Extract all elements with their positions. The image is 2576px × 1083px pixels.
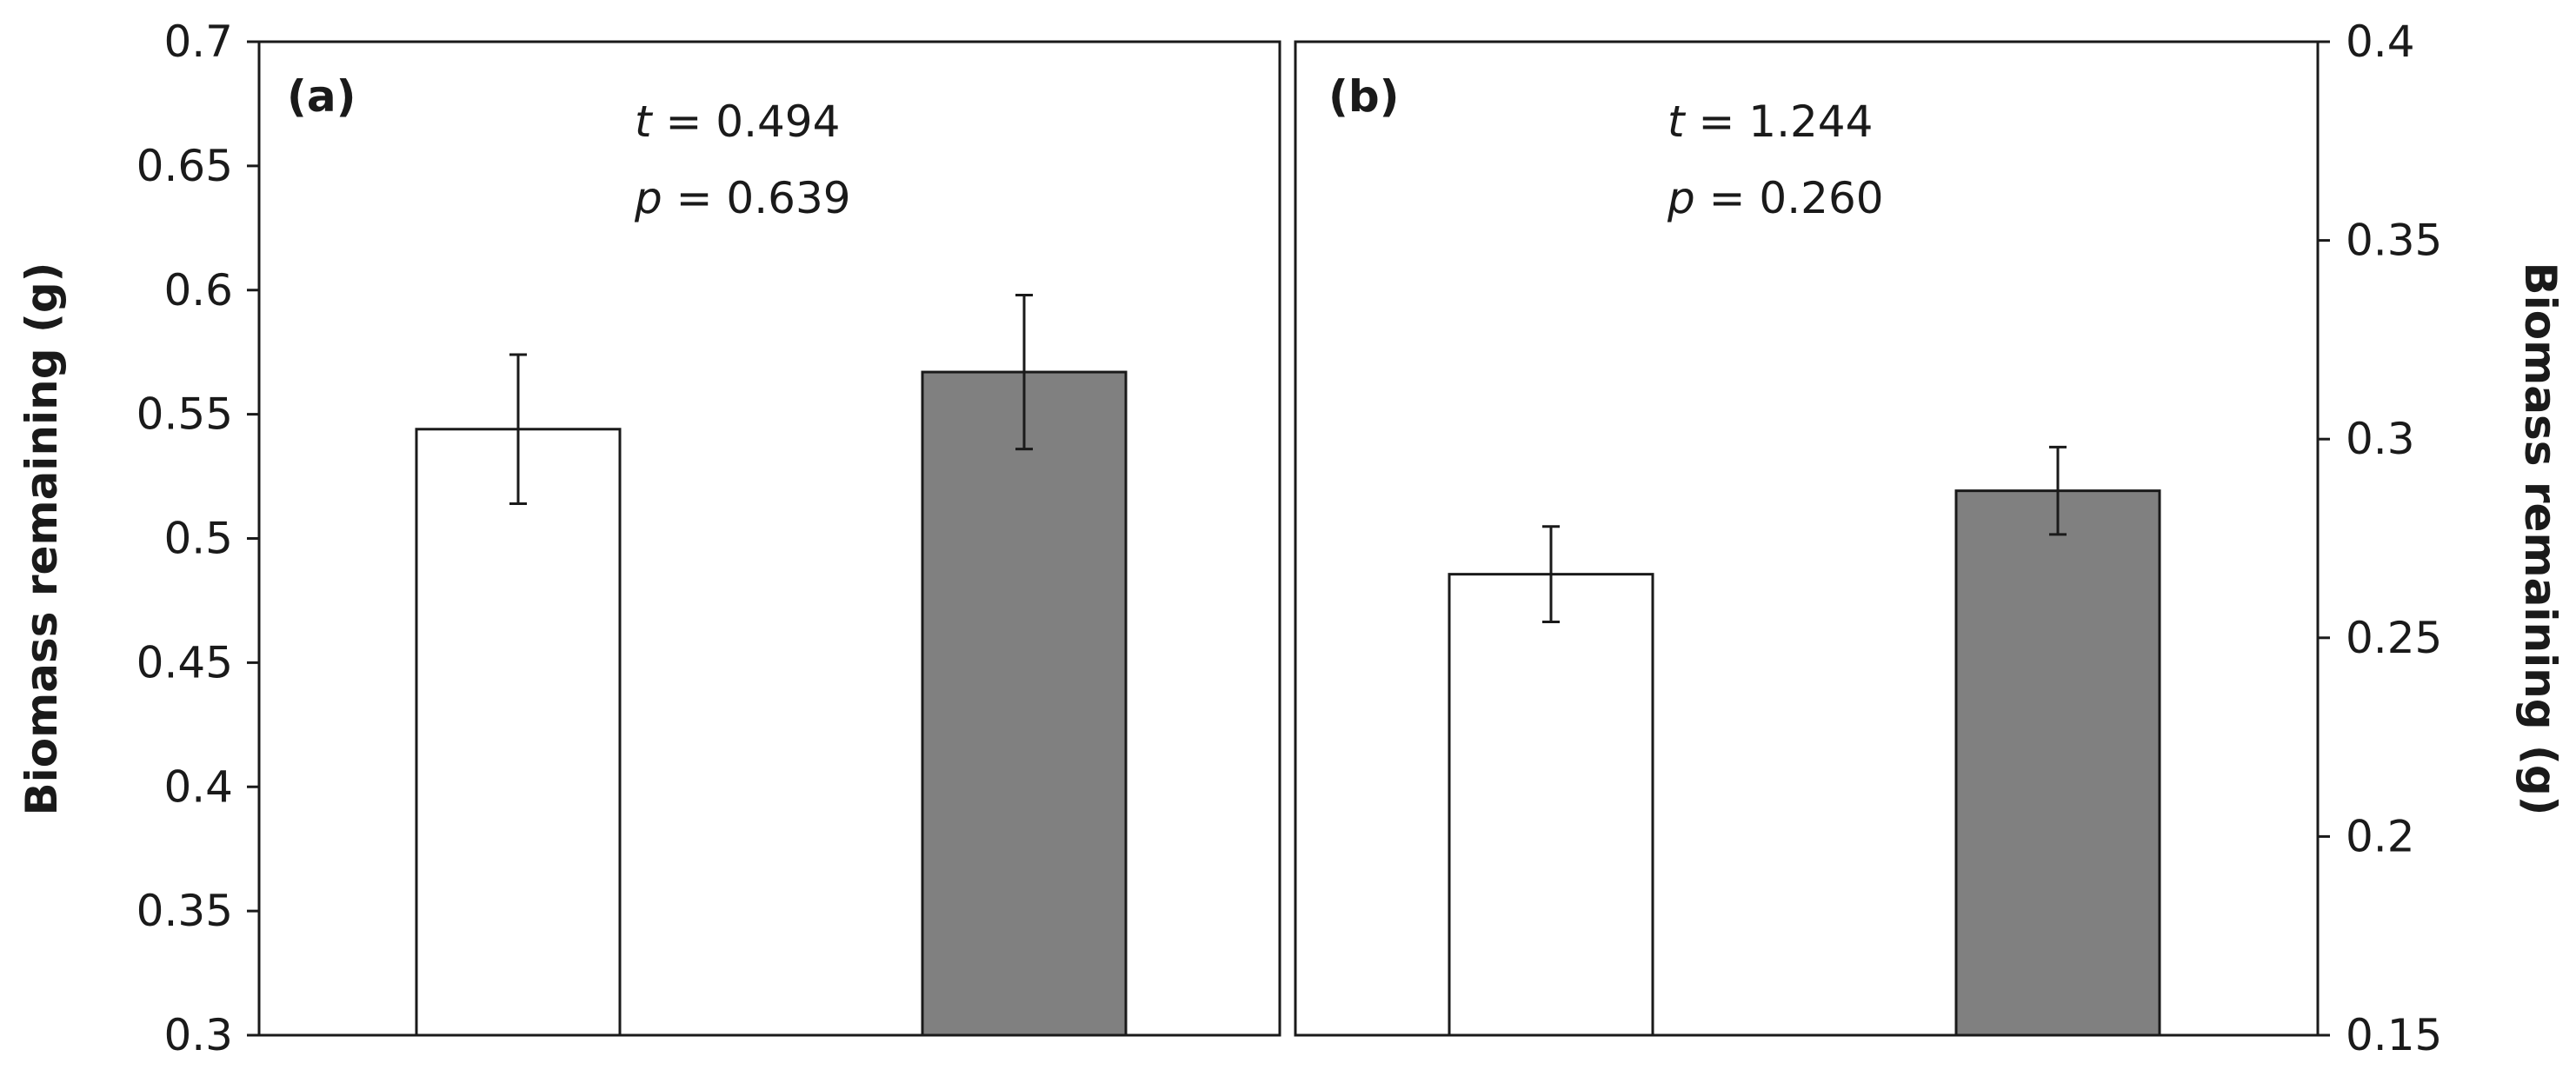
panel-a-y-tick-label: 0.55 [136, 389, 233, 440]
panel-a-y-tick-label: 0.5 [163, 514, 233, 564]
panel-b-y-tick-label: 0.4 [2346, 17, 2415, 67]
panel-b: 0.15 0.2 0.25 0.3 0.35 0.4 (b) t = 1.244 p = … [1294, 17, 2566, 1060]
panel-a-error-bars [509, 293, 1033, 505]
panel-a-y-tick-label: 0.45 [136, 637, 233, 688]
panel-a-y-tick-label: 0.7 [163, 17, 233, 67]
panel-a-p-value: = 0.639 [662, 173, 851, 223]
panel-b-y-tick-label: 0.15 [2346, 1010, 2442, 1060]
panel-a-y-tick-label: 0.65 [136, 141, 233, 191]
panel-b-y-axis-title: Biomass remaining (g) [2515, 262, 2566, 816]
panel-b-p-stat: p = 0.260 [1667, 173, 1884, 223]
panel-b-p-symbol: p [1667, 173, 1695, 223]
panel-a-bar-2 [921, 370, 1128, 1037]
panel-b-label: (b) [1328, 71, 1400, 122]
panel-a-y-axis: 0.3 0.35 0.4 0.45 0.5 0.55 0.6 0.65 0.7 [136, 17, 259, 1060]
panel-b-y-tick-label: 0.3 [2346, 414, 2415, 464]
panel-a-p-symbol: p [634, 173, 662, 223]
panel-b-bar-1 [1448, 573, 1654, 1037]
panel-a-bars [415, 370, 1128, 1037]
panel-b-bar-2 [1954, 489, 2161, 1037]
panel-a-y-tick-label: 0.3 [163, 1010, 233, 1060]
panel-a-y-tick-label: 0.6 [163, 265, 233, 316]
panel-b-error-bars [1542, 445, 2067, 624]
panel-a-t-symbol: t [635, 96, 654, 147]
panel-a-y-tick-label: 0.35 [136, 886, 233, 936]
panel-a-p-stat: p = 0.639 [634, 173, 851, 223]
panel-a-t-stat: t = 0.494 [635, 96, 840, 147]
panel-b-y-tick-label: 0.35 [2346, 216, 2442, 266]
panel-b-t-symbol: t [1667, 96, 1687, 147]
panel-b-y-tick-label: 0.25 [2346, 613, 2442, 663]
panel-a-y-tick-label: 0.4 [163, 761, 233, 812]
panel-b-t-value: = 1.244 [1685, 96, 1874, 147]
panel-b-frame [1294, 40, 2320, 1037]
panel-b-y-tick-label: 0.2 [2346, 811, 2415, 861]
panel-a-bar-1 [415, 428, 622, 1037]
panel-b-t-stat: t = 1.244 [1667, 96, 1873, 147]
panel-a: 0.3 0.35 0.4 0.45 0.5 0.55 0.6 0.65 0.7 (a) t = … [17, 17, 1281, 1060]
panel-b-bars [1448, 489, 2161, 1037]
panel-b-y-axis: 0.15 0.2 0.25 0.3 0.35 0.4 [2318, 17, 2442, 1060]
panel-b-p-value: = 0.260 [1695, 173, 1884, 223]
panel-a-y-axis-title: Biomass remaining (g) [17, 262, 67, 816]
panel-a-label: (a) [287, 71, 356, 122]
panel-a-t-value: = 0.494 [652, 96, 841, 147]
